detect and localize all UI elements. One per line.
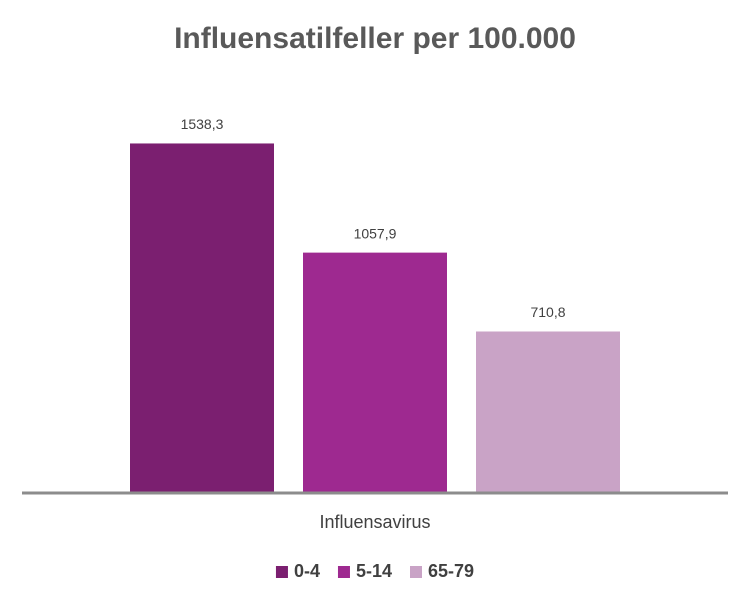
legend-label: 0-4: [294, 561, 320, 581]
x-tick-label: Influensavirus: [319, 512, 430, 532]
bar: [303, 252, 447, 493]
legend-label: 5-14: [356, 561, 392, 581]
legend-swatch: [410, 566, 422, 578]
legend-swatch: [275, 566, 288, 578]
data-label: 1057,9: [354, 225, 397, 241]
bar: [130, 143, 274, 493]
bar: [476, 331, 620, 493]
data-label: 710,8: [530, 304, 565, 320]
data-label: 1538,3: [181, 116, 224, 132]
legend-label: 65-79: [428, 561, 474, 581]
chart-title: Influensatilfeller per 100.000: [174, 22, 576, 55]
legend-swatch: [337, 566, 350, 578]
